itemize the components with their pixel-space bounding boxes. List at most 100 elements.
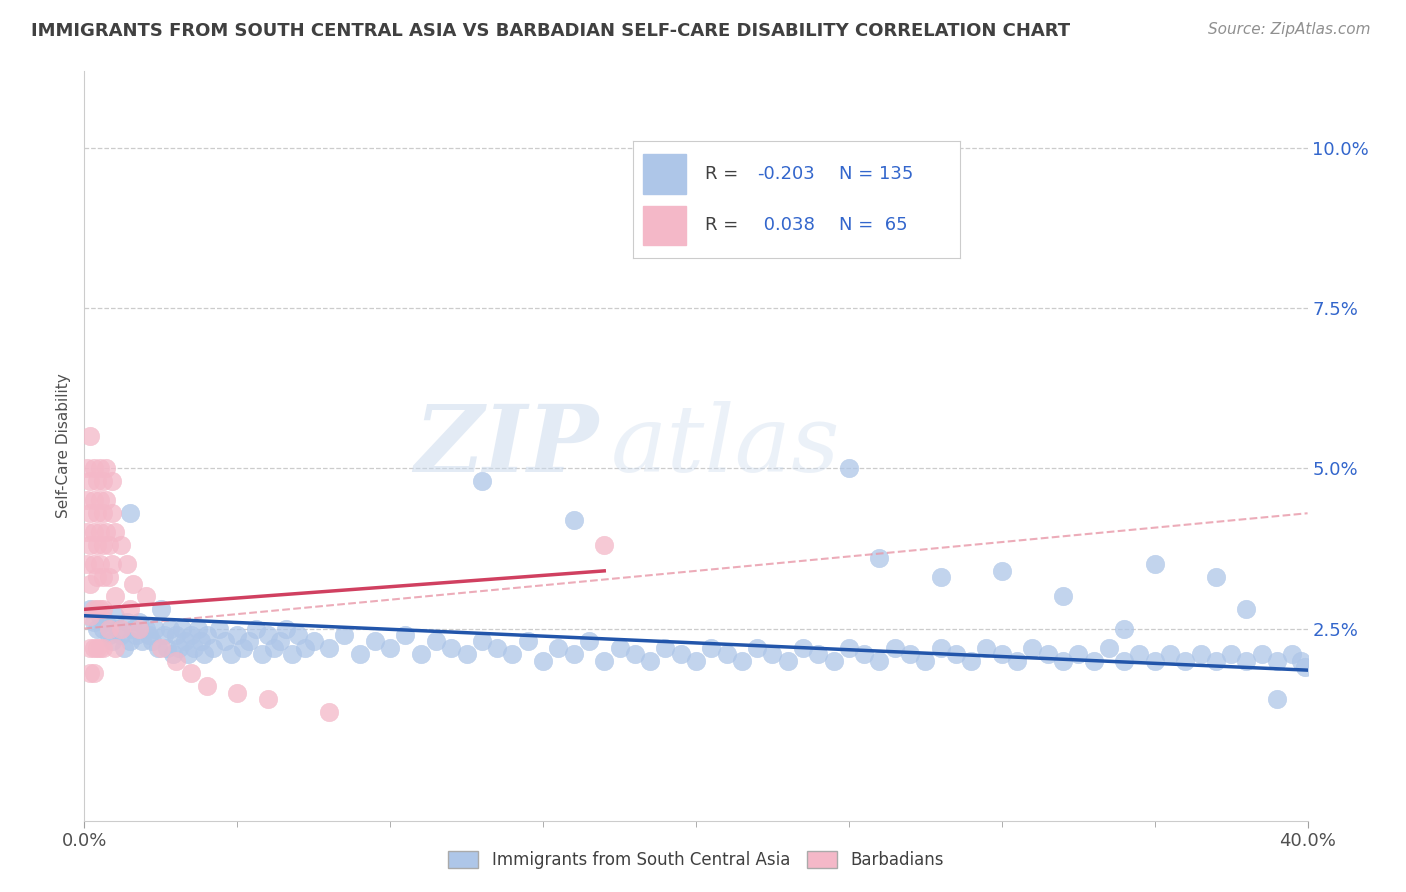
Point — [101, 558, 124, 572]
Point — [83, 615, 105, 629]
Point — [120, 506, 142, 520]
Point — [162, 647, 184, 661]
Text: N = 135: N = 135 — [839, 165, 914, 183]
Point — [700, 640, 723, 655]
Point — [83, 493, 105, 508]
Point — [110, 622, 132, 636]
Point — [238, 634, 260, 648]
Point — [120, 634, 142, 648]
Point — [97, 628, 120, 642]
Point — [83, 558, 105, 572]
Point — [1052, 654, 1074, 668]
Point — [94, 525, 117, 540]
Point — [143, 622, 166, 636]
Point — [776, 654, 799, 668]
Point — [104, 640, 127, 655]
Point — [1220, 647, 1243, 661]
Text: 0.038: 0.038 — [758, 217, 814, 235]
Point — [89, 640, 111, 655]
Point — [79, 506, 101, 520]
Point — [146, 640, 169, 655]
Point — [120, 602, 142, 616]
Point — [97, 570, 120, 584]
Point — [193, 647, 215, 661]
Text: N =  65: N = 65 — [839, 217, 908, 235]
Point — [180, 666, 202, 681]
Point — [1128, 647, 1150, 661]
Point — [83, 461, 105, 475]
Point — [1021, 640, 1043, 655]
Point — [79, 538, 101, 552]
Point — [135, 622, 157, 636]
Point — [624, 647, 647, 661]
Text: IMMIGRANTS FROM SOUTH CENTRAL ASIA VS BARBADIAN SELF-CARE DISABILITY CORRELATION: IMMIGRANTS FROM SOUTH CENTRAL ASIA VS BA… — [31, 22, 1070, 40]
Point — [250, 647, 273, 661]
Point — [1250, 647, 1272, 661]
Point — [578, 634, 600, 648]
Point — [276, 622, 298, 636]
Point — [153, 628, 176, 642]
Point — [991, 647, 1014, 661]
Point — [79, 608, 101, 623]
Point — [226, 685, 249, 699]
Point — [761, 647, 783, 661]
Point — [716, 647, 738, 661]
Point — [149, 602, 172, 616]
Bar — [643, 205, 686, 245]
Point — [79, 666, 101, 681]
Point — [281, 647, 304, 661]
Point — [654, 640, 676, 655]
Point — [318, 705, 340, 719]
Point — [593, 538, 616, 552]
Point — [128, 622, 150, 636]
Point — [333, 628, 356, 642]
Point — [83, 602, 105, 616]
Point — [1205, 570, 1227, 584]
Point — [609, 640, 631, 655]
Point — [257, 628, 280, 642]
Point — [914, 654, 936, 668]
Point — [91, 602, 114, 616]
Point — [122, 576, 145, 591]
Point — [128, 615, 150, 629]
Point — [562, 647, 585, 661]
Point — [502, 647, 524, 661]
Bar — [643, 154, 686, 194]
Point — [91, 538, 114, 552]
Point — [685, 654, 707, 668]
Point — [97, 538, 120, 552]
Point — [86, 602, 108, 616]
Point — [135, 590, 157, 604]
Point — [91, 506, 114, 520]
Point — [107, 622, 129, 636]
Point — [110, 538, 132, 552]
Point — [94, 615, 117, 629]
Point — [91, 474, 114, 488]
Point — [747, 640, 769, 655]
Point — [165, 628, 187, 642]
Point — [125, 628, 148, 642]
Point — [226, 628, 249, 642]
Point — [76, 558, 98, 572]
Point — [214, 634, 236, 648]
Point — [1052, 590, 1074, 604]
Point — [380, 640, 402, 655]
Point — [516, 634, 538, 648]
Legend: Immigrants from South Central Asia, Barbadians: Immigrants from South Central Asia, Barb… — [441, 845, 950, 876]
Text: ZIP: ZIP — [413, 401, 598, 491]
Point — [838, 461, 860, 475]
Point — [76, 525, 98, 540]
Point — [110, 628, 132, 642]
Point — [76, 493, 98, 508]
Point — [898, 647, 921, 661]
Point — [112, 640, 135, 655]
Point — [83, 640, 105, 655]
Point — [302, 634, 325, 648]
Point — [83, 525, 105, 540]
Point — [456, 647, 478, 661]
Point — [883, 640, 905, 655]
Point — [167, 640, 190, 655]
Point — [1143, 654, 1166, 668]
Point — [122, 622, 145, 636]
Point — [263, 640, 285, 655]
